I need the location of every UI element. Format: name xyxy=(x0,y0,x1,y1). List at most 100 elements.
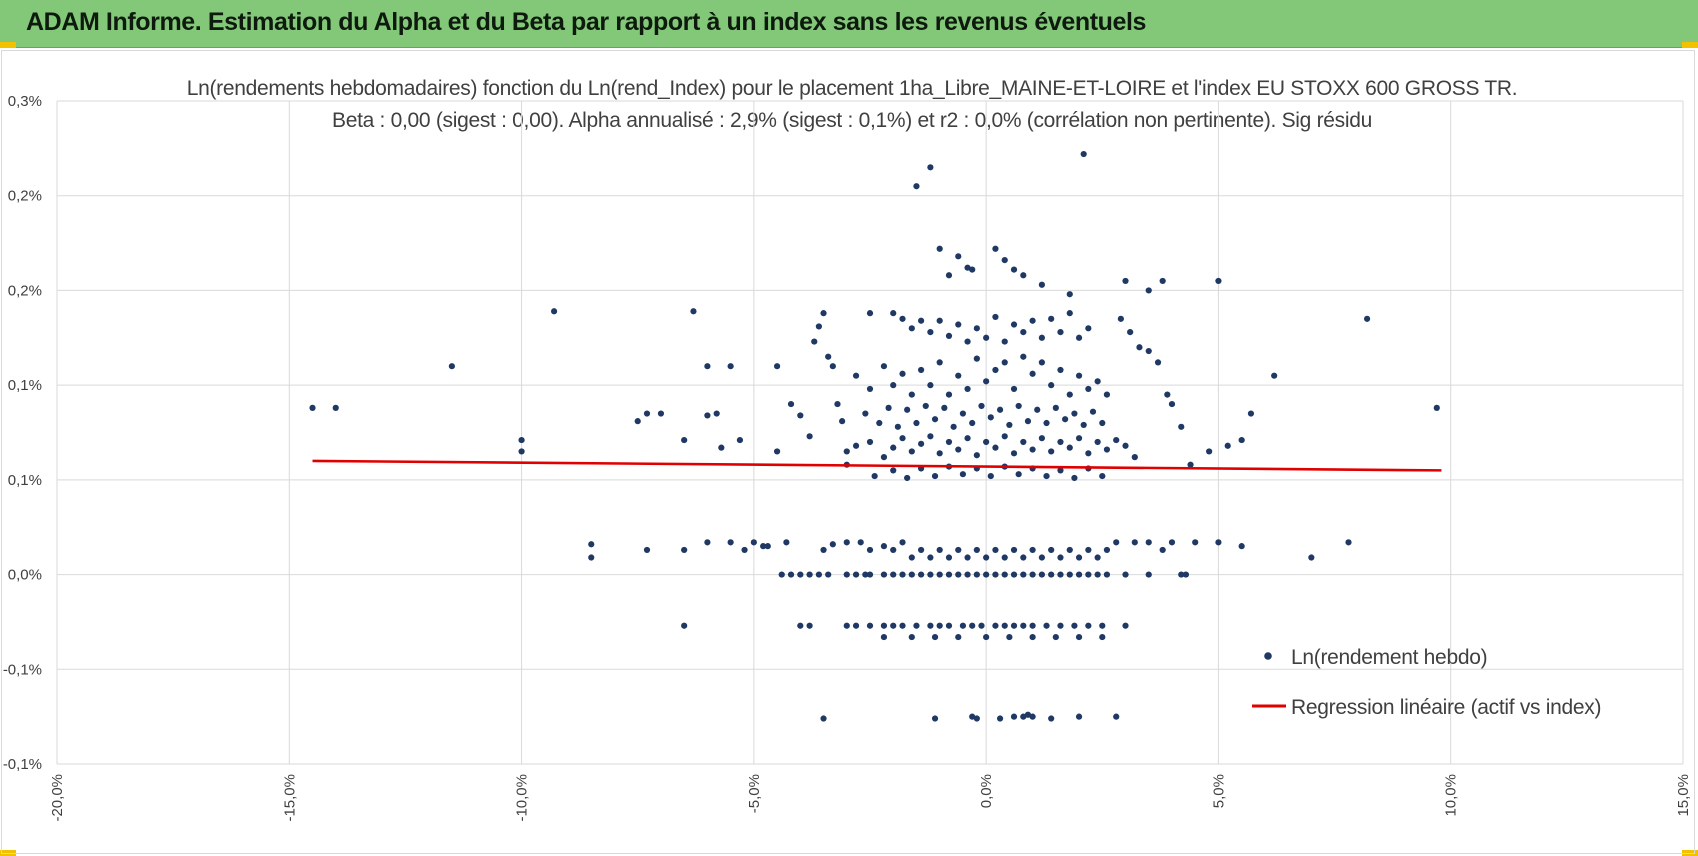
data-point xyxy=(843,571,850,578)
data-point xyxy=(964,338,971,345)
data-point xyxy=(1145,347,1152,355)
data-point xyxy=(978,402,985,410)
data-point xyxy=(945,438,953,446)
data-point xyxy=(936,571,943,578)
x-tick-label: -20,0% xyxy=(49,774,66,822)
data-point xyxy=(773,448,781,455)
legend-scatter-marker xyxy=(1264,652,1272,660)
data-point xyxy=(899,622,906,629)
data-point xyxy=(880,363,888,370)
data-point xyxy=(718,444,725,451)
data-point xyxy=(964,571,971,578)
data-point xyxy=(834,400,841,408)
data-point xyxy=(927,622,934,629)
data-point xyxy=(927,329,934,336)
data-point xyxy=(1048,546,1055,554)
data-point xyxy=(681,622,688,629)
data-point xyxy=(1015,471,1022,478)
data-point xyxy=(1057,571,1064,578)
data-point xyxy=(1001,571,1008,578)
legend-label-regression: Regression linéaire (actif vs index) xyxy=(1291,696,1601,719)
data-point xyxy=(1057,329,1064,336)
data-point xyxy=(1038,554,1045,561)
data-point xyxy=(1038,571,1045,578)
data-point xyxy=(918,317,925,324)
data-point xyxy=(1001,433,1008,440)
data-point xyxy=(1080,421,1087,429)
data-point xyxy=(890,310,897,317)
data-point xyxy=(1029,622,1036,629)
data-point xyxy=(955,633,962,641)
data-point xyxy=(1089,408,1097,415)
data-point xyxy=(643,546,651,554)
data-point xyxy=(908,391,915,398)
data-point xyxy=(1099,472,1106,480)
data-point xyxy=(1094,438,1101,446)
data-point xyxy=(815,323,822,330)
data-point xyxy=(1085,325,1092,332)
data-point xyxy=(1057,622,1064,629)
data-point xyxy=(797,622,804,629)
data-point xyxy=(1117,315,1124,322)
data-point xyxy=(727,539,734,546)
data-point xyxy=(1085,450,1092,457)
data-point xyxy=(690,308,697,315)
data-point xyxy=(931,416,939,423)
data-point xyxy=(1015,402,1022,410)
data-point xyxy=(1099,622,1106,629)
data-point xyxy=(704,539,711,546)
data-point xyxy=(969,266,976,273)
data-point xyxy=(983,554,990,561)
data-point xyxy=(1085,546,1092,554)
data-point xyxy=(843,539,850,546)
data-point xyxy=(1215,277,1222,285)
data-point xyxy=(727,363,734,370)
data-point xyxy=(1038,359,1045,366)
data-point xyxy=(973,355,980,362)
data-point xyxy=(815,571,822,578)
data-point xyxy=(931,472,939,480)
data-point xyxy=(955,571,962,578)
y-axis-tick-labels: 0,3% 0,2% 0,2% 0,1% 0,1% 0,0% -0,1% -0,1% xyxy=(3,93,42,773)
data-point xyxy=(1020,272,1027,279)
data-point xyxy=(550,308,558,315)
data-point xyxy=(1224,442,1231,449)
data-point xyxy=(829,363,836,370)
data-point xyxy=(1010,450,1018,457)
data-point xyxy=(936,359,943,366)
data-point xyxy=(890,444,897,451)
data-point xyxy=(1238,543,1245,550)
data-point xyxy=(950,423,957,430)
data-point xyxy=(843,622,850,629)
data-point xyxy=(1099,633,1106,641)
data-point xyxy=(1010,266,1018,273)
data-point xyxy=(880,571,888,578)
corner-marker-top-left xyxy=(0,42,16,48)
data-point xyxy=(1048,382,1055,389)
data-point xyxy=(996,406,1004,413)
data-point xyxy=(1029,571,1036,578)
data-point xyxy=(1075,435,1083,442)
x-tick-label: 5,0% xyxy=(1210,774,1227,808)
data-point xyxy=(1075,554,1083,561)
data-point xyxy=(913,419,920,427)
data-point xyxy=(806,433,813,440)
data-point xyxy=(927,554,934,561)
data-point xyxy=(1020,571,1027,578)
data-point xyxy=(876,419,883,427)
data-point xyxy=(1066,571,1073,578)
data-point xyxy=(1066,291,1073,298)
data-point xyxy=(1048,571,1055,578)
data-point xyxy=(941,404,948,411)
data-point xyxy=(1094,378,1101,385)
data-point xyxy=(885,404,892,411)
data-point xyxy=(913,183,920,190)
data-point xyxy=(1024,711,1032,718)
x-tick-label: 0,0% xyxy=(978,774,995,808)
data-point xyxy=(1057,467,1064,474)
data-point xyxy=(588,554,595,561)
data-point xyxy=(1136,344,1143,351)
data-point xyxy=(1038,281,1045,288)
data-point xyxy=(904,406,911,413)
data-point xyxy=(978,622,985,629)
